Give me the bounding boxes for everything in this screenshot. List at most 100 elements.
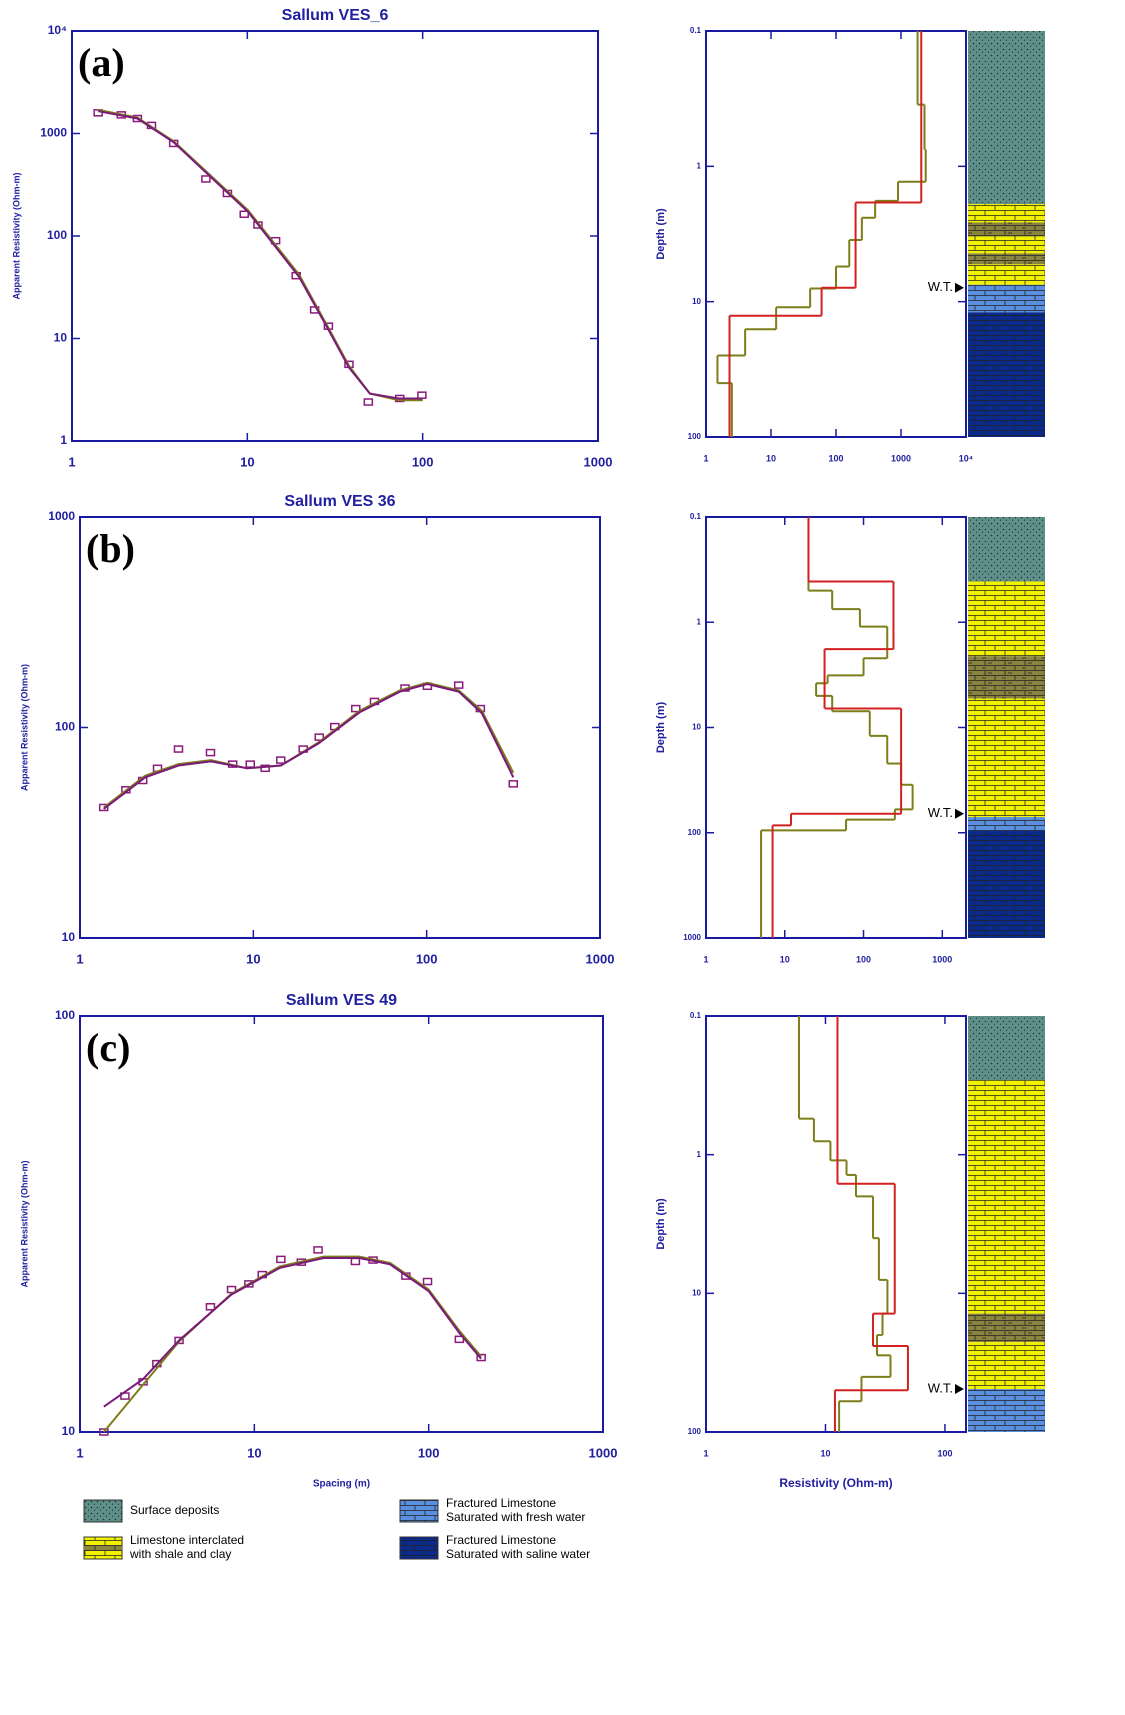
y-tick-label: 100: [688, 1427, 702, 1436]
water-table-marker: [955, 282, 964, 293]
y-axis-label: Apparent Resistivity (Ohm-m): [19, 1160, 29, 1287]
data-point: [260, 764, 270, 773]
lithology-pattern: [968, 1313, 1045, 1343]
model-curve: [98, 110, 423, 400]
y-tick-label: 100: [688, 828, 702, 837]
water-table-marker: [955, 808, 964, 819]
data-point: [205, 748, 216, 757]
x-tick-label: 1: [68, 454, 75, 469]
x-tick-label: 100: [937, 1448, 952, 1458]
lithology-pattern: [968, 284, 1045, 313]
x-tick-label: 100: [418, 1445, 440, 1460]
plot-frame: [705, 516, 967, 939]
y-tick-label: 10: [62, 1424, 76, 1438]
x-tick-label: 100: [416, 951, 438, 966]
plot-frame: [705, 30, 967, 438]
chart-title: Sallum VES 36: [284, 493, 395, 510]
water-table-label: W.T.: [928, 805, 953, 820]
data-point: [205, 1303, 216, 1311]
x-tick-label: 10: [240, 454, 254, 469]
legend-label: Fractured Limestone: [446, 1496, 556, 1510]
y-tick-label: 0.1: [690, 512, 702, 521]
data-point: [453, 681, 464, 689]
y-tick-label: 100: [47, 228, 67, 242]
data-point: [313, 1246, 323, 1254]
data-point: [99, 1428, 109, 1436]
y-axis-label: Depth (m): [655, 702, 667, 754]
x-tick-label: 1: [76, 951, 83, 966]
legend-label: Saturated with saline water: [446, 1547, 590, 1561]
x-tick-label: 100: [856, 954, 871, 964]
data-point: [174, 1336, 184, 1345]
data-point: [98, 803, 109, 812]
legend-label: with shale and clay: [129, 1547, 231, 1561]
data-point: [363, 398, 374, 406]
x-tick-label: 100: [828, 453, 843, 463]
y-tick-label: 1000: [683, 933, 701, 942]
lithology-pattern: [968, 31, 1045, 205]
panel-label: (c): [86, 1025, 130, 1070]
lithology-pattern: [968, 698, 1045, 818]
plot-frame: [79, 1015, 604, 1433]
model-curve: [98, 108, 423, 402]
plot-frame: [705, 1015, 967, 1433]
lithology-pattern: [968, 264, 1045, 285]
lithology-pattern: [968, 222, 1045, 237]
data-point: [245, 760, 256, 768]
legend-label: Saturated with fresh water: [446, 1510, 585, 1524]
data-point: [276, 756, 286, 764]
data-point: [314, 733, 324, 741]
model-curve: [103, 1257, 482, 1408]
y-tick-label: 10: [62, 930, 76, 944]
x-tick-label: 1: [703, 954, 708, 964]
data-point: [454, 1335, 465, 1344]
x-tick-label: 10: [247, 1445, 261, 1460]
y-axis-label: Depth (m): [655, 1198, 667, 1250]
data-point: [201, 175, 211, 183]
y-tick-label: 1: [697, 617, 702, 626]
x-axis-label: Spacing (m): [313, 1479, 370, 1490]
x-tick-label: 1: [76, 1445, 83, 1460]
water-table-marker: [955, 1384, 964, 1395]
legend-pattern: [400, 1537, 438, 1559]
data-point: [476, 1353, 486, 1362]
model-curve: [103, 1255, 482, 1433]
x-tick-label: 10: [820, 1448, 830, 1458]
y-tick-label: 10: [692, 1288, 701, 1297]
model-curve: [103, 682, 515, 810]
x-tick-label: 1000: [932, 954, 952, 964]
panel-label: (a): [78, 40, 125, 85]
lithology-pattern: [968, 1080, 1045, 1314]
x-tick-label: 1: [703, 453, 708, 463]
lithology-pattern: [968, 1389, 1045, 1432]
chart-title: Sallum VES 49: [286, 992, 397, 1009]
data-point: [508, 780, 519, 788]
y-tick-label: 100: [55, 1008, 75, 1022]
legend-label: Fractured Limestone: [446, 1533, 556, 1547]
x-tick-label: 10: [246, 951, 260, 966]
chart-title: Sallum VES_6: [282, 7, 389, 24]
x-tick-label: 10⁴: [959, 453, 973, 463]
lithology-pattern: [968, 581, 1045, 657]
y-axis-label: Depth (m): [655, 208, 667, 260]
y-tick-label: 100: [688, 432, 702, 441]
lithology-pattern: [968, 830, 1045, 938]
lithology-pattern: [968, 204, 1045, 223]
legend-pattern: [84, 1500, 122, 1522]
y-axis-label: Apparent Resistivity (Ohm-m): [19, 664, 29, 791]
data-point: [422, 1277, 433, 1286]
y-tick-label: 1: [60, 433, 67, 447]
y-tick-label: 10: [692, 297, 701, 306]
y-tick-label: 10⁴: [48, 23, 67, 37]
water-table-label: W.T.: [928, 1380, 953, 1395]
lithology-pattern: [968, 312, 1045, 437]
data-point: [276, 1255, 286, 1264]
x-tick-label: 1000: [589, 1445, 618, 1460]
plot-frame: [71, 30, 599, 442]
lithology-pattern: [968, 1016, 1045, 1081]
x-tick-label: 100: [412, 454, 434, 469]
lithology-pattern: [968, 817, 1045, 831]
data-point: [350, 1257, 361, 1266]
data-point: [417, 391, 427, 399]
